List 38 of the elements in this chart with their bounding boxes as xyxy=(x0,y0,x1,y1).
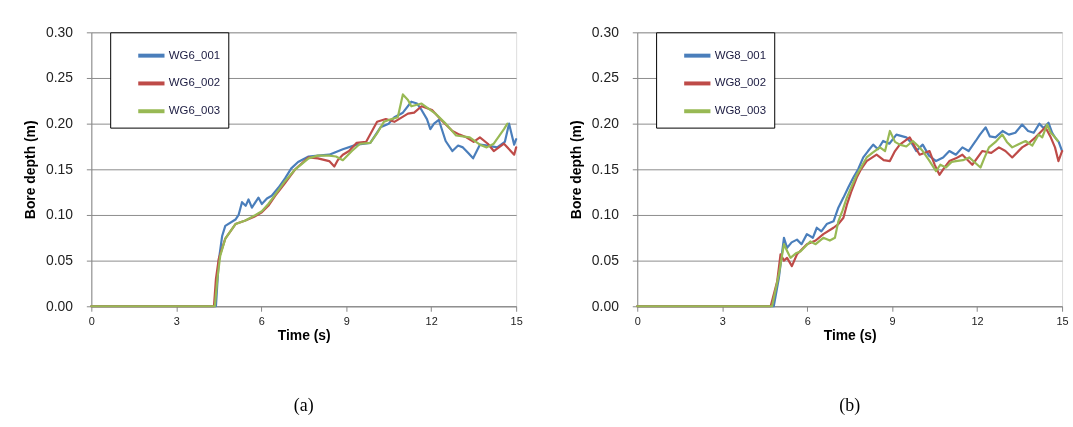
legend-label: WG8_003 xyxy=(714,104,767,117)
y-tick-label: 0.05 xyxy=(591,252,620,269)
legend-label: WG6_002 xyxy=(168,76,221,89)
legend-label: WG8_001 xyxy=(714,48,767,61)
x-tick-label: 12 xyxy=(971,314,984,327)
y-tick-label: 0.25 xyxy=(45,69,74,86)
legend-label: WG8_002 xyxy=(714,76,767,89)
text: (a) xyxy=(293,395,314,417)
x-tick-label: 9 xyxy=(889,314,896,327)
x-tick-label: 3 xyxy=(173,314,180,327)
y-tick-label: 0.15 xyxy=(591,160,620,177)
y-axis-title: Bore depth (m) xyxy=(567,120,584,220)
x-tick-label: 15 xyxy=(1056,314,1069,327)
x-tick-label: 12 xyxy=(425,314,438,327)
y-tick-label: 0.10 xyxy=(591,206,620,223)
y-tick-label: 0.00 xyxy=(591,297,620,314)
x-tick-label: 6 xyxy=(804,314,811,327)
x-tick-label: 0 xyxy=(634,314,641,327)
y-tick-label: 0.10 xyxy=(45,206,74,223)
y-tick-label: 0.05 xyxy=(45,252,74,269)
x-tick-label: 9 xyxy=(343,314,350,327)
x-tick-label: 0 xyxy=(88,314,95,327)
y-tick-label: 0.25 xyxy=(591,69,620,86)
x-axis-title: Time (s) xyxy=(823,326,877,343)
x-tick-label: 3 xyxy=(719,314,726,327)
text: (b) xyxy=(839,395,861,417)
y-tick-label: 0.30 xyxy=(45,23,74,40)
x-tick-label: 15 xyxy=(510,314,523,327)
legend-label: WG6_003 xyxy=(168,104,221,117)
y-tick-label: 0.20 xyxy=(591,115,620,132)
y-tick-label: 0.15 xyxy=(45,160,74,177)
y-tick-label: 0.00 xyxy=(45,297,74,314)
y-tick-label: 0.20 xyxy=(45,115,74,132)
legend-label: WG6_001 xyxy=(168,48,221,61)
x-axis-title: Time (s) xyxy=(277,326,331,343)
x-tick-label: 6 xyxy=(258,314,265,327)
y-tick-label: 0.30 xyxy=(591,23,620,40)
y-axis-title: Bore depth (m) xyxy=(21,120,38,220)
